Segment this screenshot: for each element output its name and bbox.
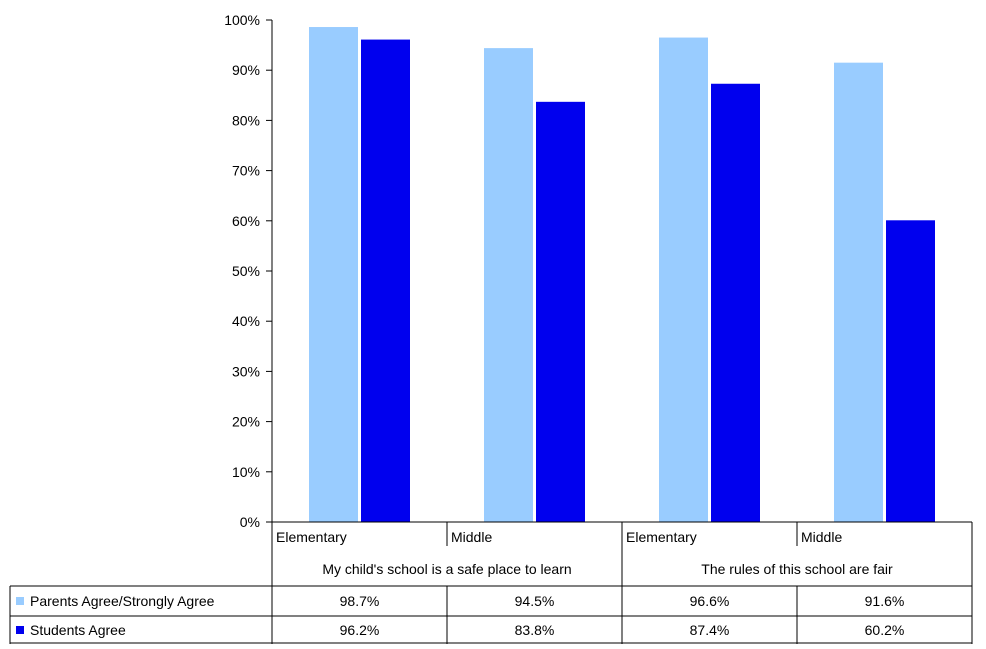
table-value-students-2: 87.4%: [690, 622, 730, 638]
table-value-parents-3: 91.6%: [865, 593, 905, 609]
table-value-parents-2: 96.6%: [690, 593, 730, 609]
y-tick-label: 70%: [232, 163, 260, 179]
bar-students-0: [360, 38, 411, 523]
bar-parents-1: [483, 47, 534, 523]
x-group-label: My child's school is a safe place to lea…: [322, 561, 571, 577]
bar-students-3: [885, 219, 936, 523]
table-value-students-3: 60.2%: [865, 622, 905, 638]
x-category-label: Middle: [451, 529, 492, 545]
x-category-label: Elementary: [276, 529, 347, 545]
y-tick-label: 0%: [240, 514, 260, 530]
y-tick-label: 40%: [232, 313, 260, 329]
y-tick-label: 30%: [232, 363, 260, 379]
legend-swatch-students: [16, 626, 24, 634]
legend-label-parents: Parents Agree/Strongly Agree: [30, 593, 215, 609]
table-value-parents-1: 94.5%: [515, 593, 555, 609]
bar-parents-3: [833, 61, 884, 523]
y-tick-label: 60%: [232, 213, 260, 229]
x-category-label: Elementary: [626, 529, 697, 545]
bar-students-2: [710, 82, 761, 523]
bar-parents-0: [308, 26, 359, 523]
table-value-students-1: 83.8%: [515, 622, 555, 638]
bar-students-1: [535, 100, 586, 523]
bar-parents-2: [658, 36, 709, 523]
y-tick-label: 90%: [232, 62, 260, 78]
legend-label-students: Students Agree: [30, 622, 126, 638]
y-tick-label: 20%: [232, 414, 260, 430]
table-value-students-0: 96.2%: [340, 622, 380, 638]
table-value-parents-0: 98.7%: [340, 593, 380, 609]
y-tick-label: 80%: [232, 112, 260, 128]
y-tick-label: 10%: [232, 464, 260, 480]
y-tick-label: 50%: [232, 263, 260, 279]
y-tick-label: 100%: [224, 12, 260, 28]
x-category-label: Middle: [801, 529, 842, 545]
legend-swatch-parents: [16, 597, 24, 605]
x-group-label: The rules of this school are fair: [701, 561, 893, 577]
